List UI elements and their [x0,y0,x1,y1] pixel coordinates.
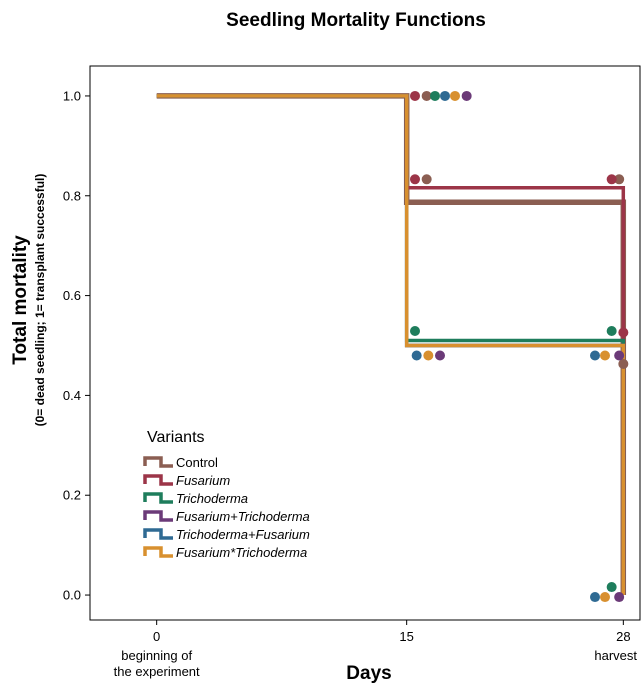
censor-marker [411,350,422,361]
legend-label: Fusarium [176,473,230,488]
censor-marker [450,90,460,101]
censor-marker [423,350,434,361]
legend-label: Trichoderma+Fusarium [176,527,310,542]
y-axis-label: Total mortality [10,235,31,365]
legend-label: Control [176,455,218,470]
censor-marker [614,174,625,185]
y-tick-label: 0.6 [63,288,81,303]
censor-marker [421,90,432,101]
legend-title: Variants [147,429,205,446]
plot-area [156,90,629,603]
legend-symbol [143,528,173,540]
censor-marker [590,592,600,603]
censor-marker [461,90,472,101]
y-tick-label: 0.0 [63,588,81,603]
censor-marker [600,592,610,603]
censor-marker [421,174,432,185]
y-tick-label: 0.4 [63,388,81,403]
y-axis-sublabel: (0= dead seedling; 1= transplant success… [33,174,47,427]
y-tick-label: 0.8 [63,188,81,203]
censor-marker [614,592,625,603]
x-axis-label: Days [346,663,391,684]
legend-symbol [143,510,173,522]
legend-symbol [143,546,173,558]
x-tick-sublabel: harvest [594,648,637,663]
censor-marker [600,350,610,361]
censor-marker [430,90,440,101]
x-tick-label: 0 [153,629,160,644]
x-tick-label: 28 [616,629,630,644]
censor-marker [410,326,420,337]
censor-marker [410,174,420,185]
censor-marker [606,326,617,337]
censor-marker [614,350,625,361]
legend-symbol [143,456,173,468]
censor-marker [618,327,629,338]
censor-marker [590,350,600,361]
y-tick-label: 1.0 [63,88,81,103]
legend-label: Fusarium*Trichoderma [176,545,307,560]
x-tick-label: 15 [399,629,413,644]
censor-marker [435,350,445,361]
x-tick-sublabel: beginning of [121,648,192,663]
series-line-fusarium-trichoderma [156,94,626,595]
legend-label: Trichoderma [176,491,248,506]
y-tick-label: 0.2 [63,488,81,503]
censor-marker [440,90,450,101]
x-tick-sublabel: the experiment [114,664,200,679]
censor-marker [618,358,629,369]
legend-symbol [143,492,173,504]
censor-marker [606,174,617,185]
legend-label: Fusarium+Trichoderma [176,509,310,524]
chart-title: Seedling Mortality Functions [226,10,486,31]
censor-marker [606,582,617,593]
y-axis: 0.0 0.2 0.4 0.6 0.8 1.0 [63,88,90,603]
censor-marker [410,90,420,101]
plot-frame [89,65,641,621]
legend: Variants Control Fusarium Trichoderma Fusar… [143,429,310,560]
legend-symbol [143,474,173,486]
